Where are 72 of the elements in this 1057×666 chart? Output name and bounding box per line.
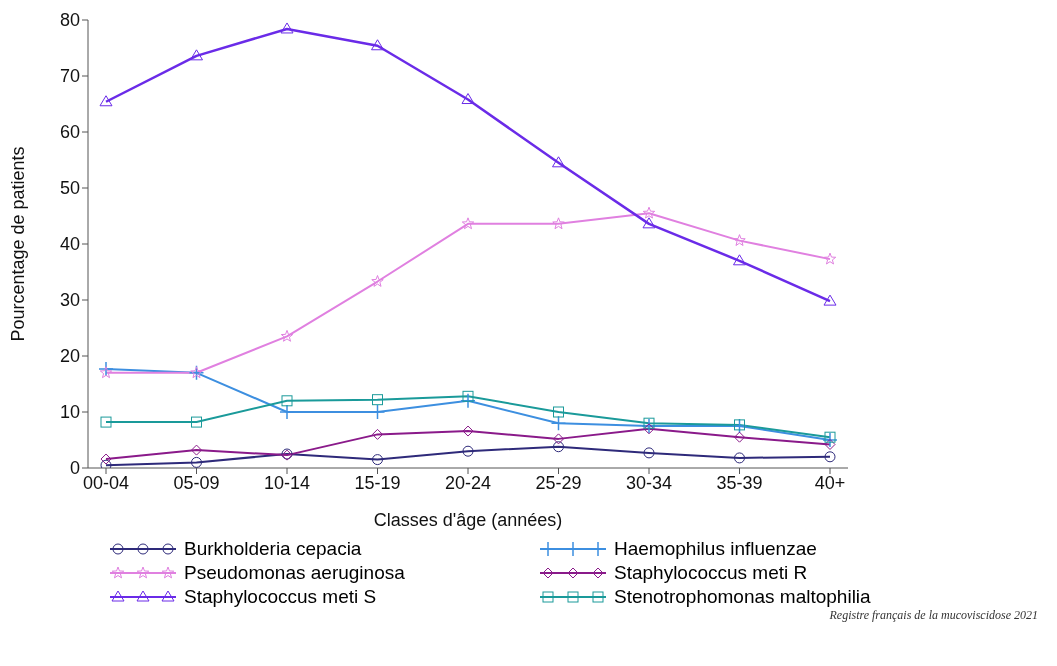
y-tick-label: 20: [59, 346, 80, 367]
point: [462, 390, 474, 402]
point: [642, 217, 656, 229]
point: [98, 361, 114, 377]
point: [372, 394, 383, 406]
point: [372, 428, 383, 440]
point: [643, 423, 655, 435]
x-tick-label: 35-39: [716, 472, 763, 493]
point: [462, 425, 474, 437]
x-tick-label: 25-29: [535, 472, 582, 493]
legend-label: Staphylococcus meti S: [184, 586, 377, 608]
legend-label: Haemophilus influenzae: [614, 538, 817, 560]
point: [823, 252, 837, 265]
point: [642, 206, 656, 219]
x-tick-label: 00-04: [82, 472, 130, 493]
point: [822, 432, 838, 448]
y-axis-title: Pourcentage de patients: [8, 146, 29, 342]
point: [461, 217, 475, 230]
point: [191, 416, 202, 428]
point: [191, 456, 202, 468]
y-tick-label: 10: [59, 402, 80, 423]
y-tick-label: 40: [59, 234, 80, 255]
y-tick-label: 0: [69, 458, 80, 479]
point: [552, 156, 565, 168]
x-tick-label: 15-19: [354, 472, 401, 493]
point: [552, 217, 565, 230]
point: [733, 254, 746, 266]
legend-label: Burkholderia cepacia: [184, 538, 362, 560]
legend-label: Staphylococcus meti R: [614, 562, 808, 584]
x-axis-title: Classes d'âge (années): [373, 510, 563, 530]
legend-label: Pseudomonas aeruginosa: [184, 562, 405, 584]
point: [191, 444, 202, 456]
point: [281, 395, 293, 407]
point: [280, 329, 294, 342]
point: [280, 22, 294, 34]
point: [460, 393, 476, 409]
point: [100, 459, 112, 468]
x-tick-label: 05-09: [173, 472, 220, 493]
point: [643, 447, 655, 459]
point: [733, 234, 746, 246]
point: [99, 366, 113, 379]
point: [372, 454, 383, 466]
point: [824, 438, 836, 450]
y-tick-label: 50: [59, 178, 80, 199]
y-tick-label: 60: [59, 122, 80, 143]
x-tick-label: 30-34: [625, 472, 673, 493]
point: [371, 39, 384, 51]
legend-label: Stenotrophomonas maltophilia: [614, 586, 871, 608]
y-tick-label: 80: [59, 10, 80, 31]
point: [371, 275, 384, 287]
y-tick-label: 30: [59, 290, 80, 311]
point: [734, 431, 745, 443]
x-tick-label: 20-24: [444, 472, 492, 493]
point: [100, 416, 112, 428]
point: [553, 441, 564, 453]
point: [190, 49, 203, 61]
point: [461, 93, 475, 105]
point: [824, 451, 836, 463]
text: Registre français de la mucoviscidose 2021: [828, 608, 1038, 623]
point: [824, 431, 836, 443]
point: [462, 445, 474, 457]
point: [734, 452, 745, 464]
x-tick-label: 10-14: [263, 472, 311, 493]
point: [553, 406, 564, 418]
point: [823, 294, 837, 306]
y-tick-label: 70: [59, 66, 80, 87]
point: [550, 415, 567, 431]
x-tick-label: 40+: [814, 472, 846, 493]
point: [100, 453, 112, 465]
point: [553, 433, 564, 445]
point: [643, 417, 655, 429]
point: [99, 95, 113, 107]
